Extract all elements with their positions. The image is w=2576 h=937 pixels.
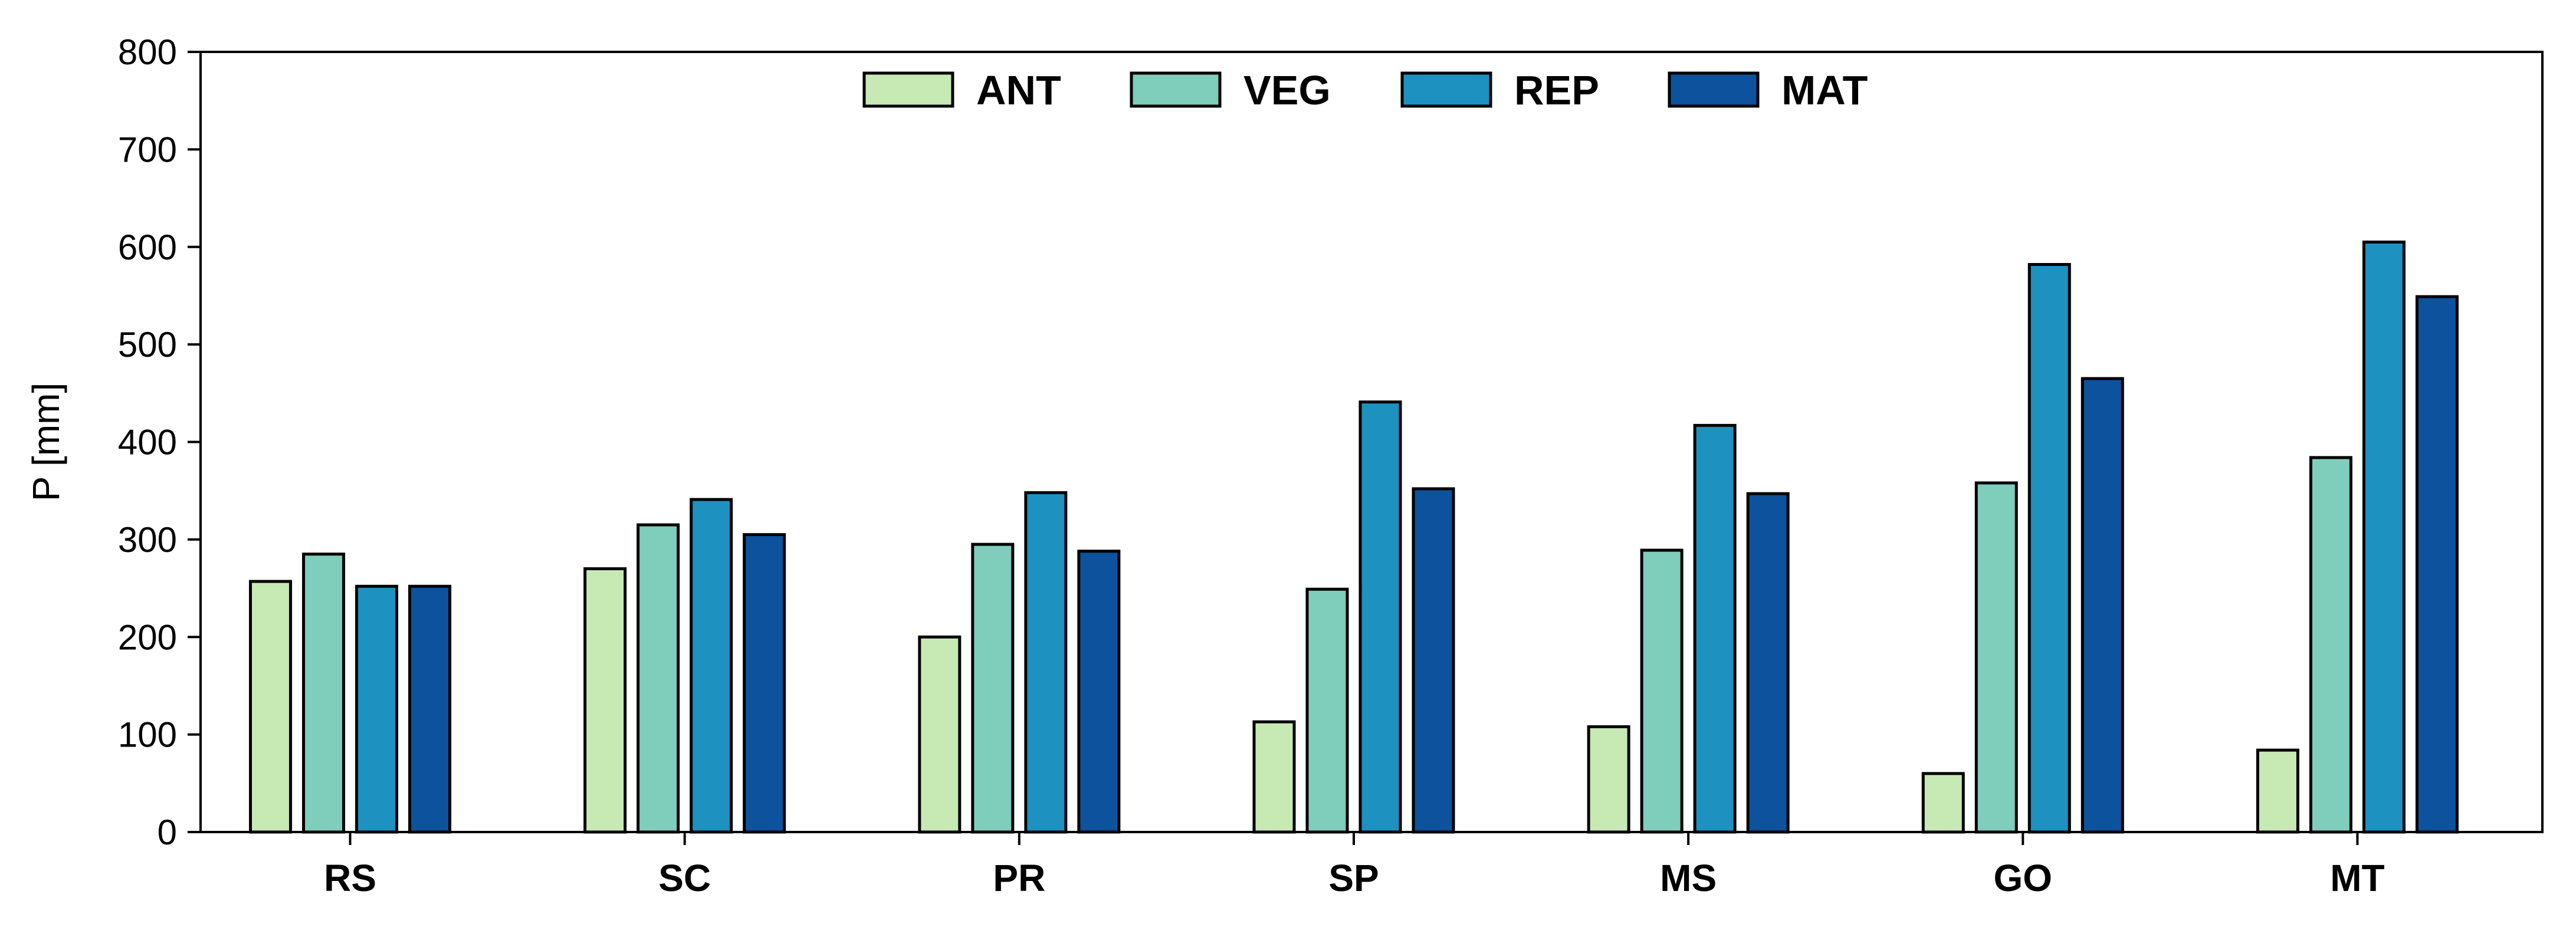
bar-rep-go — [2027, 263, 2071, 834]
bar-mat-mt — [2415, 295, 2459, 834]
bar-rep-mt — [2362, 240, 2406, 834]
x-axis: RS SC PR SP MS GO MT — [324, 832, 2385, 899]
bar-mat-rs — [408, 584, 452, 834]
plot-frame — [199, 51, 2544, 833]
y-tick-label: 500 — [118, 325, 177, 364]
y-tick-label: 600 — [118, 228, 177, 267]
x-tick-label: PR — [993, 857, 1045, 899]
legend-label-rep: REP — [1514, 67, 1599, 113]
y-axis-label: P [mm] — [25, 383, 67, 502]
legend: ANT VEG REP MAT — [862, 67, 1868, 113]
bar-ant-rs — [249, 580, 293, 834]
x-tick-label: MT — [2330, 857, 2384, 899]
x-tick-label: SC — [658, 857, 711, 899]
y-tick-label: 200 — [118, 617, 177, 657]
bar-veg-rs — [302, 553, 346, 834]
bar-veg-ms — [1640, 548, 1684, 834]
bar-veg-sp — [1305, 587, 1349, 834]
bar-veg-mt — [2309, 456, 2352, 834]
bar-ant-sp — [1252, 720, 1296, 834]
bar-mat-go — [2081, 377, 2124, 834]
x-tick-label: MS — [1660, 857, 1717, 899]
x-tick-label: SP — [1328, 857, 1379, 899]
bar-rep-sp — [1358, 400, 1402, 834]
bar-rep-rs — [355, 584, 399, 834]
bar-mat-sp — [1412, 487, 1455, 834]
bar-rep-sc — [690, 498, 733, 834]
legend-swatch-rep — [1400, 71, 1492, 108]
bar-rep-pr — [1024, 491, 1068, 834]
bar-veg-sc — [636, 523, 680, 834]
legend-swatch-mat — [1668, 71, 1760, 108]
bar-veg-go — [1974, 481, 2018, 834]
bar-mat-ms — [1746, 492, 1790, 834]
bar-ant-ms — [1587, 725, 1630, 834]
y-tick-label: 400 — [118, 423, 177, 462]
x-tick-label: GO — [1994, 857, 2053, 899]
x-tick-label: RS — [324, 857, 376, 899]
bar-ant-pr — [918, 635, 962, 834]
y-axis: 0 100 200 300 400 500 600 700 800 — [118, 32, 201, 852]
legend-swatch-veg — [1130, 71, 1222, 108]
y-tick-label: 700 — [118, 130, 177, 169]
bar-ant-go — [1921, 772, 1965, 834]
bar-mat-sc — [743, 533, 786, 834]
legend-swatch-ant — [862, 71, 954, 108]
bar-ant-sc — [583, 567, 627, 834]
legend-label-mat: MAT — [1781, 67, 1868, 113]
bar-mat-pr — [1077, 550, 1121, 834]
bar-rep-ms — [1693, 423, 1737, 834]
y-tick-label: 100 — [118, 715, 177, 755]
bar-ant-mt — [2256, 748, 2299, 834]
legend-label-ant: ANT — [976, 67, 1061, 113]
bar-veg-pr — [971, 543, 1015, 834]
y-tick-label: 300 — [118, 520, 177, 560]
legend-label-veg: VEG — [1243, 67, 1331, 113]
bars-group — [249, 240, 2459, 834]
y-tick-label: 0 — [157, 813, 177, 852]
y-tick-label: 800 — [118, 32, 177, 72]
